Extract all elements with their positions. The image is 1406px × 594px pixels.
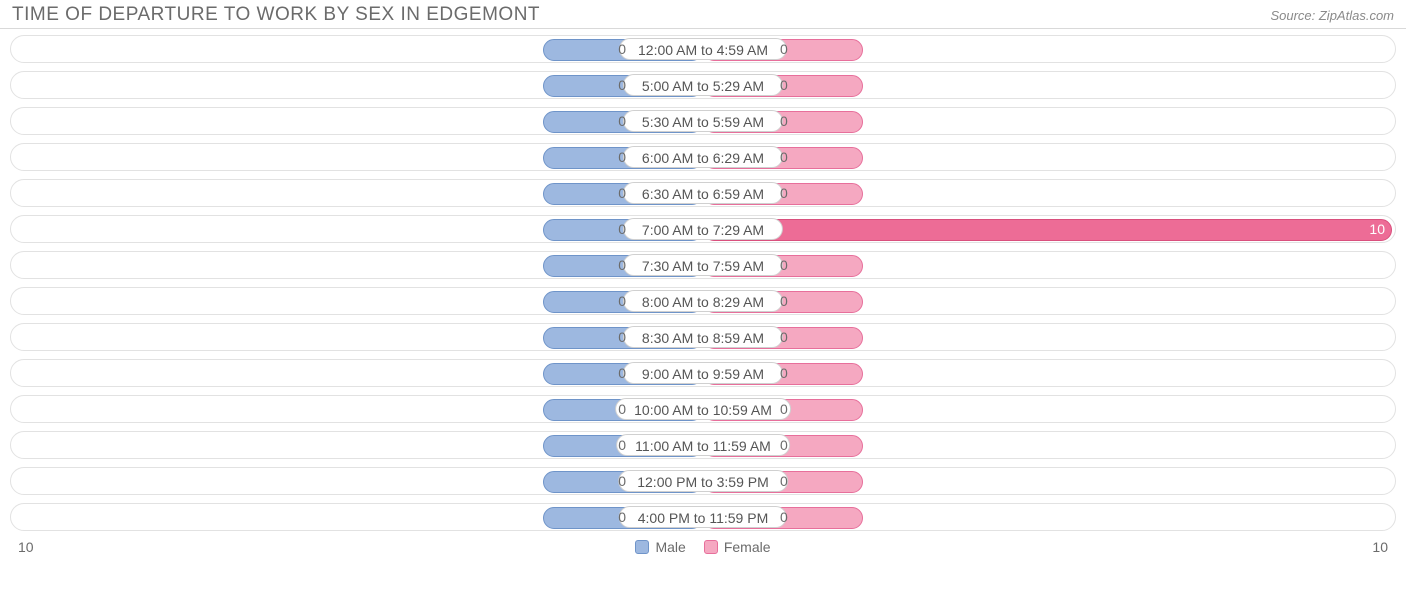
male-value: 0: [618, 41, 626, 57]
female-value: 0: [780, 293, 788, 309]
chart-row: 0 09:00 AM to 9:59 AM: [10, 359, 1396, 387]
chart-container: TIME OF DEPARTURE TO WORK BY SEX IN EDGE…: [0, 0, 1406, 561]
category-label: 7:00 AM to 7:29 AM: [623, 218, 783, 240]
axis-right-max: 10: [1372, 539, 1388, 555]
category-label: 8:00 AM to 8:29 AM: [623, 290, 783, 312]
chart-row: 0 05:00 AM to 5:29 AM: [10, 71, 1396, 99]
male-value: 0: [618, 329, 626, 345]
category-label: 12:00 AM to 4:59 AM: [619, 38, 787, 60]
chart-row: 0 08:30 AM to 8:59 AM: [10, 323, 1396, 351]
male-value: 0: [618, 185, 626, 201]
male-value: 0: [618, 293, 626, 309]
chart-row: 0 06:30 AM to 6:59 AM: [10, 179, 1396, 207]
legend: Male Female: [34, 539, 1373, 555]
male-value: 0: [618, 401, 626, 417]
chart-row: 004:00 PM to 11:59 PM: [10, 503, 1396, 531]
category-label: 6:30 AM to 6:59 AM: [623, 182, 783, 204]
chart-row: 0 05:30 AM to 5:59 AM: [10, 107, 1396, 135]
male-value: 0: [618, 149, 626, 165]
female-value: 0: [780, 41, 788, 57]
category-label: 7:30 AM to 7:59 AM: [623, 254, 783, 276]
female-value: 0: [780, 365, 788, 381]
chart-row: 0012:00 PM to 3:59 PM: [10, 467, 1396, 495]
legend-female-label: Female: [724, 539, 771, 555]
male-swatch-icon: [635, 540, 649, 554]
female-value: 0: [780, 257, 788, 273]
legend-item-female: Female: [704, 539, 771, 555]
female-value: 0: [780, 401, 788, 417]
chart-row: 0 08:00 AM to 8:29 AM: [10, 287, 1396, 315]
axis-left-max: 10: [18, 539, 34, 555]
chart-row: 0 10 7:00 AM to 7:29 AM: [10, 215, 1396, 243]
chart-row: 0012:00 AM to 4:59 AM: [10, 35, 1396, 63]
male-value: 0: [618, 365, 626, 381]
category-label: 4:00 PM to 11:59 PM: [619, 506, 787, 528]
chart-footer: 10 Male Female 10: [0, 539, 1406, 561]
chart-source: Source: ZipAtlas.com: [1270, 8, 1394, 23]
category-label: 9:00 AM to 9:59 AM: [623, 362, 783, 384]
male-value: 0: [618, 257, 626, 273]
category-label: 8:30 AM to 8:59 AM: [623, 326, 783, 348]
chart-title: TIME OF DEPARTURE TO WORK BY SEX IN EDGE…: [12, 4, 540, 26]
chart-row: 0010:00 AM to 10:59 AM: [10, 395, 1396, 423]
legend-item-male: Male: [635, 539, 685, 555]
female-value: 0: [780, 473, 788, 489]
chart-row: 0 07:30 AM to 7:59 AM: [10, 251, 1396, 279]
chart-rows: 0012:00 AM to 4:59 AM005:00 AM to 5:29 A…: [0, 29, 1406, 531]
male-value: 0: [618, 473, 626, 489]
chart-header: TIME OF DEPARTURE TO WORK BY SEX IN EDGE…: [0, 0, 1406, 29]
female-swatch-icon: [704, 540, 718, 554]
male-value: 0: [618, 221, 626, 237]
male-value: 0: [618, 77, 626, 93]
chart-row: 0 06:00 AM to 6:29 AM: [10, 143, 1396, 171]
category-label: 5:30 AM to 5:59 AM: [623, 110, 783, 132]
category-label: 6:00 AM to 6:29 AM: [623, 146, 783, 168]
female-bar: [703, 219, 1392, 241]
category-label: 12:00 PM to 3:59 PM: [618, 470, 788, 492]
female-value: 0: [780, 185, 788, 201]
female-value: 0: [780, 329, 788, 345]
female-value: 0: [780, 509, 788, 525]
category-label: 10:00 AM to 10:59 AM: [615, 398, 791, 420]
female-value: 0: [780, 113, 788, 129]
category-label: 11:00 AM to 11:59 AM: [616, 434, 790, 456]
chart-row: 0011:00 AM to 11:59 AM: [10, 431, 1396, 459]
female-value: 0: [780, 77, 788, 93]
male-value: 0: [618, 113, 626, 129]
male-value: 0: [618, 437, 626, 453]
female-value: 0: [780, 149, 788, 165]
female-value: 10: [1369, 221, 1385, 237]
category-label: 5:00 AM to 5:29 AM: [623, 74, 783, 96]
male-value: 0: [618, 509, 626, 525]
female-value: 0: [780, 437, 788, 453]
legend-male-label: Male: [655, 539, 685, 555]
